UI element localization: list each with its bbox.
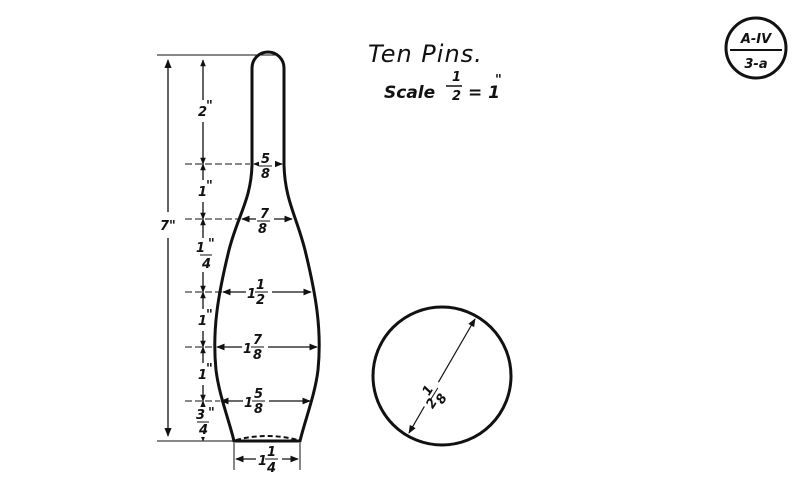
svg-text:1: 1 (247, 287, 256, 302)
diameter-dimensions: 5 8 7 8 1 1 2 1 7 8 (216, 152, 318, 417)
svg-text:1: 1 (243, 342, 252, 357)
svg-text:": " (495, 73, 502, 88)
svg-text:5: 5 (254, 387, 263, 402)
svg-text:1: 1 (196, 241, 205, 256)
svg-text:1: 1 (258, 454, 267, 469)
svg-text:": " (206, 99, 213, 114)
diameter-1-1-2: 1 1 2 (222, 278, 312, 308)
segment-dimension-chain: 2 " 1 " 1 4 " 1 " 1 " 3 4 (185, 59, 250, 442)
svg-text:1: 1 (244, 396, 253, 411)
svg-text:": " (206, 308, 213, 323)
diameter-5-8: 5 8 (253, 152, 283, 182)
drawing-title: Ten Pins. (368, 40, 483, 68)
svg-text:A-IV: A-IV (740, 32, 772, 47)
pin-base-hidden-line (235, 435, 299, 441)
segment-label: 2 " (196, 99, 213, 122)
diameter-7-8: 7 8 (241, 207, 293, 237)
svg-text:3-a: 3-a (744, 57, 767, 72)
svg-text:": " (208, 237, 215, 252)
svg-text:2: 2 (452, 89, 461, 104)
svg-text:Scale: Scale (384, 83, 435, 103)
segment-label: 1 4 " (194, 237, 215, 272)
svg-text:5: 5 (261, 152, 270, 167)
svg-text:": " (208, 406, 215, 421)
pin-plan-circle: 2 1 8 (371, 305, 513, 447)
diameter-1-7-8: 1 7 8 (216, 333, 318, 363)
svg-text:7": 7" (160, 219, 176, 234)
svg-text:": " (206, 179, 213, 194)
svg-text:3: 3 (196, 408, 205, 423)
scale-note: Scale 1 2 = 1 " (384, 70, 502, 104)
svg-text:1: 1 (267, 445, 276, 460)
base-width-dimension: 1 1 4 (233, 443, 301, 476)
svg-text:8: 8 (254, 402, 263, 417)
svg-text:2: 2 (256, 293, 265, 308)
svg-text:8: 8 (258, 222, 267, 237)
overall-height-dimension: 7" (157, 54, 278, 442)
svg-text:7: 7 (260, 207, 270, 222)
svg-text:2: 2 (198, 105, 207, 120)
svg-text:1: 1 (256, 278, 265, 293)
svg-text:7: 7 (253, 333, 263, 348)
svg-text:1: 1 (452, 70, 461, 85)
svg-text:": " (206, 362, 213, 377)
svg-text:8: 8 (261, 167, 270, 182)
segment-label: 1 " (196, 362, 213, 385)
pin-outline (213, 50, 321, 443)
sheet-number-badge: A-IV 3-a (724, 16, 788, 80)
segment-label: 3 4 " (194, 406, 215, 438)
svg-text:4: 4 (201, 257, 211, 272)
diameter-1-5-8: 1 5 8 (220, 387, 311, 417)
svg-text:1: 1 (198, 314, 207, 329)
svg-text:4: 4 (266, 461, 276, 476)
svg-text:1: 1 (198, 185, 207, 200)
segment-label: 1 " (196, 179, 213, 202)
svg-text:8: 8 (253, 348, 262, 363)
segment-label: 1 " (196, 308, 213, 331)
svg-text:1: 1 (198, 368, 207, 383)
svg-text:4: 4 (198, 423, 208, 438)
svg-text:= 1: = 1 (468, 83, 500, 103)
